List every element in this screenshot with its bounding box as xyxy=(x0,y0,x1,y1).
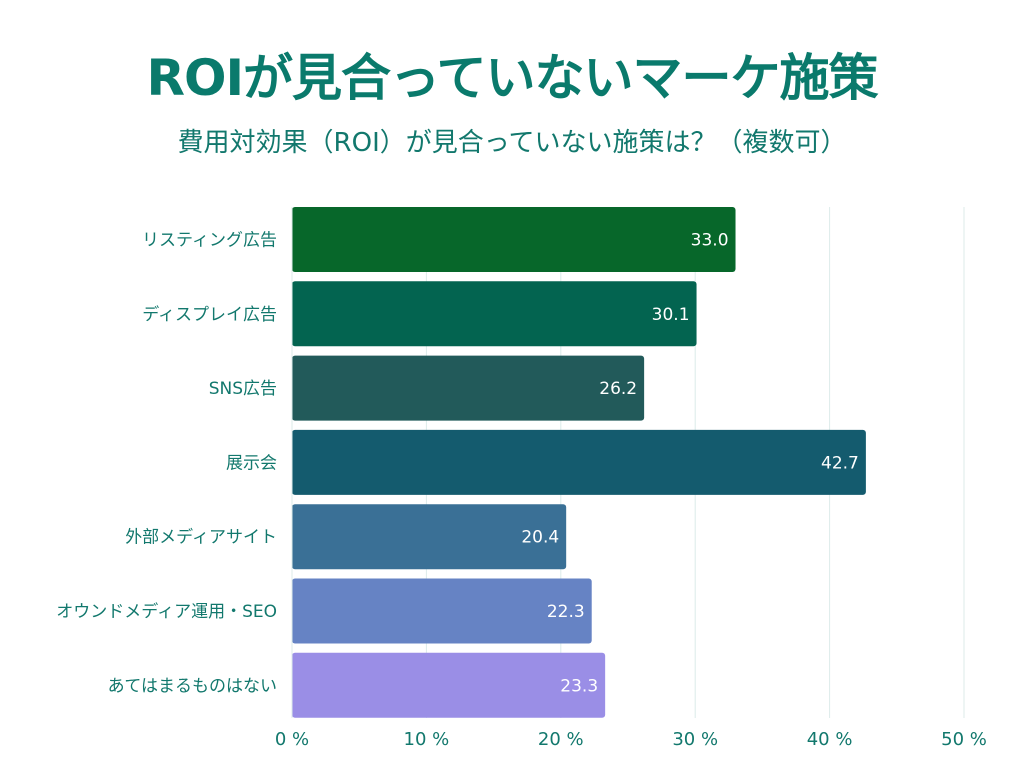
category-label: SNS広告 xyxy=(209,379,277,399)
category-label: ディスプレイ広告 xyxy=(142,304,277,325)
bar xyxy=(292,355,645,421)
bar xyxy=(292,429,866,495)
bar-value-label: 20.4 xyxy=(521,528,559,548)
bar xyxy=(292,207,736,272)
bar-value-label: 22.3 xyxy=(547,602,585,622)
x-tick-label: 40 % xyxy=(807,729,853,750)
bar xyxy=(292,578,592,644)
bar-value-label: 30.1 xyxy=(652,305,690,325)
x-tick-label: 50 % xyxy=(941,729,987,750)
bar-value-label: 33.0 xyxy=(691,231,729,251)
x-tick-label: 0 % xyxy=(275,729,309,750)
chart-subtitle: 費用対効果（ROI）が見合っていない施策は？（複数可） xyxy=(177,128,847,158)
category-label: あてはまるものはない xyxy=(108,676,277,696)
bar-value-label: 42.7 xyxy=(821,453,859,473)
bar-value-label: 23.3 xyxy=(560,676,598,696)
bar xyxy=(292,281,697,347)
x-tick-label: 30 % xyxy=(672,729,718,750)
category-label: 外部メディアサイト xyxy=(125,527,277,548)
category-label: オウンドメディア運用・SEO xyxy=(56,601,277,622)
bar xyxy=(292,652,606,718)
bar xyxy=(292,504,567,570)
x-tick-label: 20 % xyxy=(538,729,584,750)
category-label: リスティング広告 xyxy=(142,231,277,251)
chart-title: ROIが見合っていないマーケ施策 xyxy=(146,49,878,107)
bar-value-label: 26.2 xyxy=(599,379,637,399)
x-tick-label: 10 % xyxy=(404,729,450,750)
category-label: 展示会 xyxy=(226,453,277,473)
